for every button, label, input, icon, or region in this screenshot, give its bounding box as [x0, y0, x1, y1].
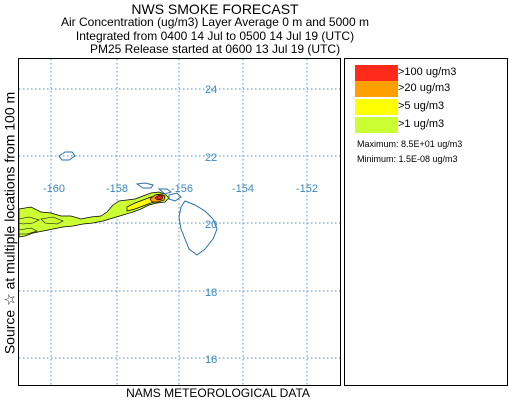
- lon-label: -160: [43, 183, 65, 195]
- lat-label: 24: [205, 84, 217, 96]
- lon-label: -154: [232, 183, 254, 195]
- source-star-icon: ☆: [155, 193, 162, 202]
- map-title: NWS SMOKE FORECAST: [131, 1, 299, 17]
- legend-swatch: [355, 65, 398, 81]
- source-label: Source ☆ at multiple locations from 100 …: [2, 58, 18, 388]
- legend-label: >100 ug/m3: [398, 66, 457, 78]
- legend-swatch: [355, 99, 398, 115]
- legend-label: >1 ug/m3: [398, 118, 445, 130]
- met-data-footer: NAMS METEOROLOGICAL DATA: [126, 386, 310, 400]
- legend-item-100: >100 ug/m3: [355, 65, 505, 81]
- island-hawaii: [178, 200, 218, 256]
- maximum-value: Maximum: 8.5E+01 ug/m3: [357, 139, 463, 149]
- legend-item-5: >5 ug/m3: [355, 99, 505, 115]
- lon-label: -152: [296, 183, 318, 195]
- legend-swatch: [355, 81, 398, 97]
- legend-swatch: [355, 117, 398, 133]
- lat-label: 18: [205, 287, 217, 299]
- island-molokai: [157, 188, 173, 195]
- source-label-text: Source ☆ at multiple locations from 100 …: [1, 91, 18, 355]
- island-oahu: [135, 182, 154, 189]
- lon-label: -158: [106, 183, 128, 195]
- subtitle-concentration: Air Concentration (ug/m3) Layer Average …: [61, 15, 369, 29]
- subtitle-integration: Integrated from 0400 14 Jul to 0500 14 J…: [75, 29, 355, 43]
- legend-item-20: >20 ug/m3: [355, 81, 505, 97]
- legend-label: >5 ug/m3: [398, 100, 445, 112]
- lat-label: 22: [205, 152, 217, 164]
- smoke-band-100: [154, 194, 164, 201]
- legend-label: >20 ug/m3: [398, 82, 451, 94]
- minimum-value: Minimum: 1.5E-08 ug/m3: [357, 154, 458, 164]
- island-niihau: [58, 151, 76, 161]
- lon-label: -156: [171, 183, 193, 195]
- smoke-streak: [19, 216, 40, 225]
- island-maui: [168, 192, 182, 202]
- legend-item-1: >1 ug/m3: [355, 117, 505, 133]
- map-canvas: -160 -158 -156 -154 -152 24 22 20 18 16: [19, 59, 340, 385]
- map-panel: -160 -158 -156 -154 -152 24 22 20 18 16: [18, 58, 341, 386]
- smoke-streak: [19, 227, 38, 235]
- legend-panel: >100 ug/m3 >20 ug/m3 >5 ug/m3 >1 ug/m3 M…: [344, 58, 508, 386]
- lat-label: 16: [205, 354, 217, 366]
- subtitle-release: PM25 Release started at 0600 13 Jul 19 (…: [89, 42, 341, 56]
- smoke-streak: [40, 216, 64, 225]
